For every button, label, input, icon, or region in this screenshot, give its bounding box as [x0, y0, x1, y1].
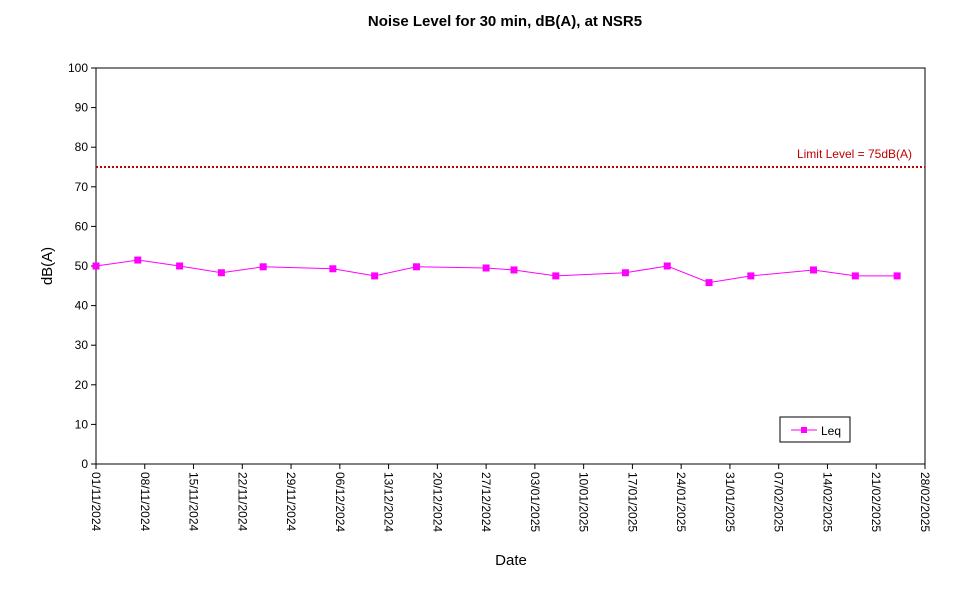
x-tick-label: 06/12/2024	[333, 472, 347, 532]
x-tick-label: 27/12/2024	[479, 472, 493, 532]
x-tick-label: 22/11/2024	[235, 472, 249, 531]
x-tick-label: 28/02/2025	[918, 472, 932, 532]
y-tick-label: 70	[75, 180, 89, 194]
x-tick-label: 20/12/2024	[430, 472, 444, 532]
x-tick-label: 21/02/2025	[869, 472, 883, 532]
legend-entry-leq: Leq	[821, 424, 841, 438]
x-axis-label: Date	[495, 552, 527, 569]
data-point	[552, 272, 560, 280]
y-tick-label: 100	[68, 61, 88, 75]
series-line	[95, 259, 898, 284]
x-tick-label: 31/01/2025	[723, 472, 737, 532]
y-tick-label: 40	[75, 299, 89, 313]
data-point	[371, 272, 379, 280]
y-tick-label: 90	[75, 101, 89, 115]
x-tick-label: 03/01/2025	[528, 472, 542, 532]
y-tick-label: 0	[81, 457, 88, 471]
data-point	[412, 263, 420, 271]
y-axis: 0 10 20 30 40 50 60 70 80 90 100	[68, 61, 96, 471]
x-tick-label: 01/11/2024	[89, 472, 103, 531]
y-tick-label: 80	[75, 140, 89, 154]
data-point	[217, 269, 225, 277]
y-tick-label: 10	[75, 417, 89, 431]
data-point	[176, 262, 184, 270]
x-tick-label: 15/11/2024	[187, 472, 201, 531]
data-point	[510, 266, 518, 274]
data-point	[705, 279, 713, 287]
data-point	[893, 272, 901, 280]
y-tick-label: 30	[75, 338, 89, 352]
x-tick-label: 29/11/2024	[284, 472, 298, 531]
x-tick-label: 14/02/2025	[820, 472, 834, 532]
data-point	[851, 272, 859, 280]
data-point	[482, 264, 490, 272]
x-tick-label: 13/12/2024	[382, 472, 396, 532]
x-tick-label: 24/01/2025	[674, 472, 688, 532]
x-tick-label: 07/02/2025	[772, 472, 786, 532]
y-tick-label: 60	[75, 219, 89, 233]
chart-title: Noise Level for 30 min, dB(A), at NSR5	[368, 13, 642, 30]
plot-area	[95, 67, 926, 465]
data-point	[92, 262, 100, 270]
x-tick-label: 17/01/2025	[625, 472, 639, 532]
data-point	[663, 262, 671, 270]
data-point	[621, 269, 629, 277]
legend: Leq	[779, 416, 851, 443]
y-axis-label: dB(A)	[39, 247, 56, 285]
data-point	[259, 263, 267, 271]
data-point	[747, 272, 755, 280]
x-tick-label: 08/11/2024	[138, 472, 152, 531]
legend-marker	[801, 427, 807, 433]
series-leq	[92, 256, 901, 287]
y-tick-label: 50	[75, 259, 89, 273]
data-point	[329, 265, 337, 273]
x-tick-label: 10/01/2025	[577, 472, 591, 532]
data-point	[810, 266, 818, 274]
data-point	[134, 256, 142, 264]
y-tick-label: 20	[75, 378, 89, 392]
limit-label: Limit Level = 75dB(A)	[797, 147, 912, 161]
x-axis: 01/11/2024 08/11/2024 15/11/2024 22/11/2024…	[89, 464, 932, 532]
